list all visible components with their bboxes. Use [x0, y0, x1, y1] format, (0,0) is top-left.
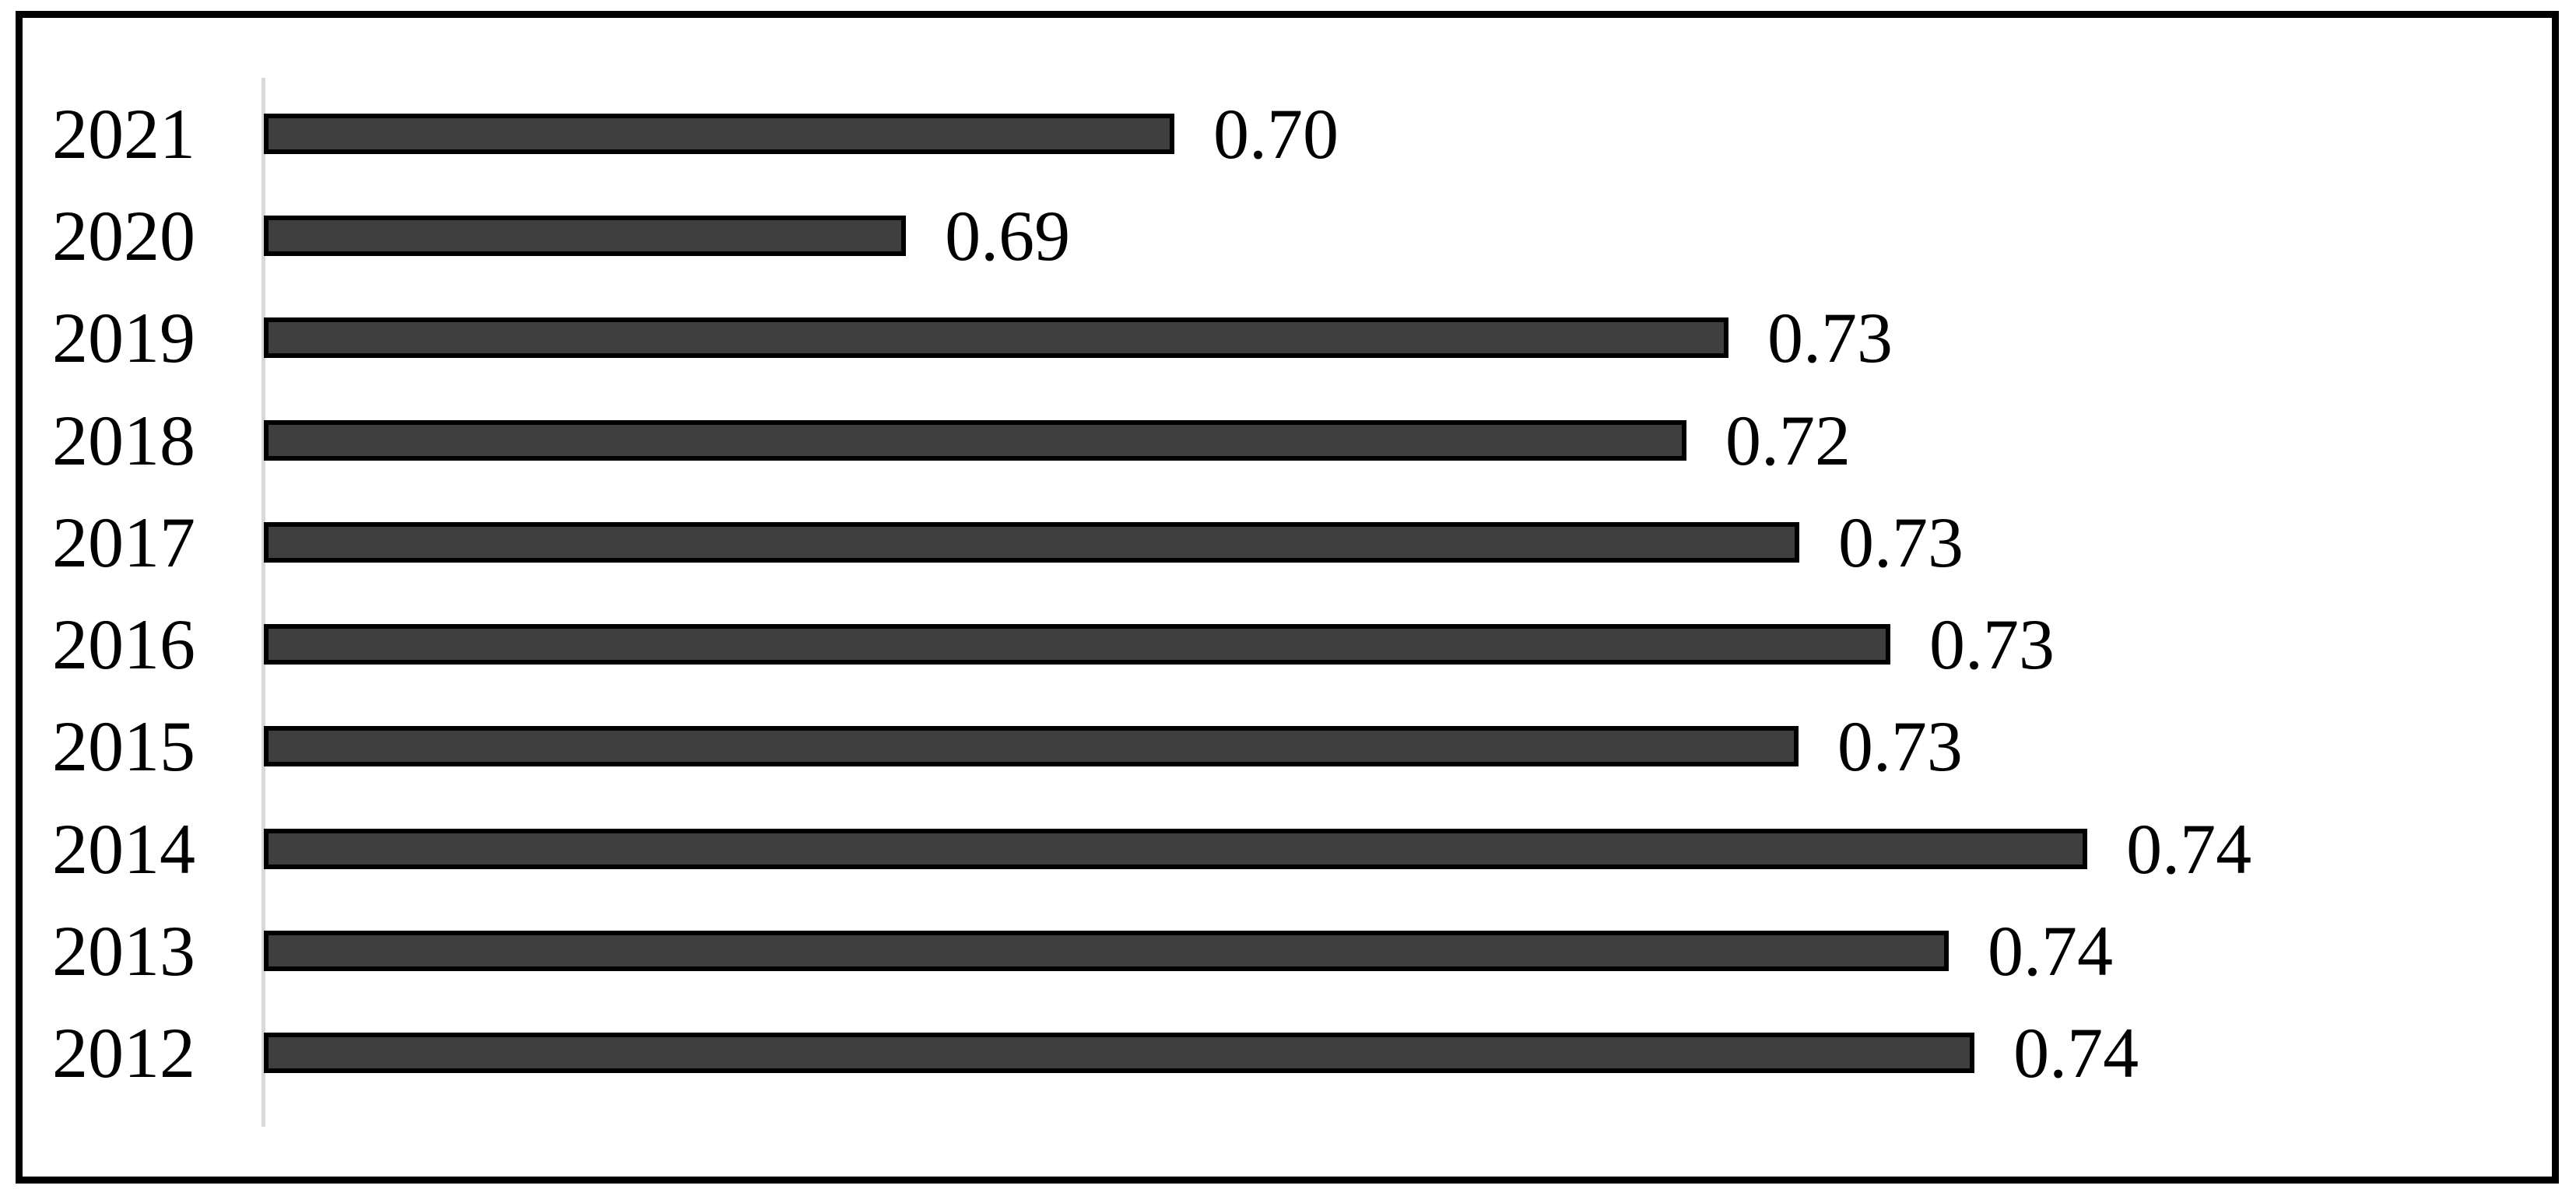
data-label: 0.69 — [945, 195, 1071, 275]
data-label: 0.74 — [2126, 808, 2252, 889]
bar-track: 0.73 — [264, 593, 2544, 695]
bar-track: 0.69 — [264, 184, 2544, 286]
category-label: 2013 — [52, 911, 195, 991]
data-label: 0.73 — [1838, 502, 1964, 582]
bar-track: 0.74 — [264, 1002, 2544, 1104]
bar-2021 — [264, 113, 1174, 154]
category-label: 2012 — [52, 1013, 195, 1093]
bar-2017 — [264, 521, 1800, 563]
bar-2012 — [264, 1033, 1975, 1074]
bar-2016 — [264, 624, 1890, 665]
bar-row-2013: 2013 0.74 — [23, 900, 2544, 1001]
data-label: 0.74 — [1987, 911, 2113, 991]
bar-2018 — [264, 419, 1687, 461]
bar-row-2012: 2012 0.74 — [23, 1002, 2544, 1104]
bar-row-2016: 2016 0.73 — [23, 593, 2544, 695]
bar-track: 0.74 — [264, 798, 2544, 900]
bar-row-2015: 2015 0.73 — [23, 696, 2544, 798]
category-label: 2019 — [52, 298, 195, 378]
bar-row-2014: 2014 0.74 — [23, 798, 2544, 900]
data-label: 0.73 — [1767, 298, 1893, 378]
bar-row-2018: 2018 0.72 — [23, 389, 2544, 491]
bar-track: 0.72 — [264, 389, 2544, 491]
bar-row-2019: 2019 0.73 — [23, 287, 2544, 389]
data-label: 0.73 — [1837, 707, 1963, 787]
bar-2020 — [264, 215, 907, 256]
category-label: 2015 — [52, 707, 195, 787]
bar-2019 — [264, 317, 1728, 359]
bar-track: 0.74 — [264, 900, 2544, 1001]
bar-row-2020: 2020 0.69 — [23, 184, 2544, 286]
bar-track: 0.73 — [264, 491, 2544, 593]
category-label: 2021 — [52, 93, 195, 174]
bar-2015 — [264, 726, 1799, 767]
bar-row-2021: 2021 0.70 — [23, 82, 2544, 184]
data-label: 0.72 — [1725, 400, 1851, 480]
figure-border — [16, 11, 2559, 1184]
data-label: 0.70 — [1213, 93, 1339, 174]
category-label: 2014 — [52, 808, 195, 889]
data-label: 0.73 — [1928, 605, 2055, 685]
category-axis-line — [261, 78, 265, 1127]
category-label: 2017 — [52, 502, 195, 582]
category-label: 2020 — [52, 195, 195, 275]
bar-row-2017: 2017 0.73 — [23, 491, 2544, 593]
bar-track: 0.73 — [264, 696, 2544, 798]
bar-track: 0.70 — [264, 82, 2544, 184]
bar-2014 — [264, 828, 2088, 869]
bar-2013 — [264, 931, 1949, 972]
data-label: 0.74 — [2013, 1013, 2139, 1093]
bar-track: 0.73 — [264, 287, 2544, 389]
category-label: 2016 — [52, 605, 195, 685]
category-label: 2018 — [52, 400, 195, 480]
plot-area: 2021 0.70 2020 0.69 2019 0.73 2018 — [23, 82, 2544, 1104]
